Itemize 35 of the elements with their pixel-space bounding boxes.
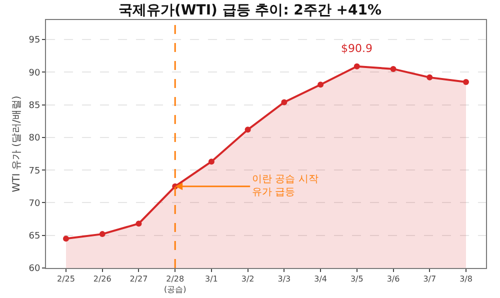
x-tick-label: 3/6: [386, 274, 400, 284]
y-axis-title: WTI 유가 (달러/배럴): [12, 96, 23, 192]
x-tick-label: 3/3: [278, 274, 291, 284]
y-tick-label: 65: [28, 232, 40, 242]
y-tick-label: 85: [28, 100, 40, 111]
point: [244, 126, 251, 133]
x-tick-label: 2/27: [130, 274, 148, 284]
data-label: $90.9: [341, 42, 372, 55]
point: [281, 99, 288, 106]
point: [208, 158, 214, 165]
annotation: 이란 공습 시작 유가 급등: [252, 174, 318, 198]
chart-title: 국제유가(WTI) 급등 추이: 2주간 +41%: [118, 2, 382, 18]
x-tick-label: 3/4: [314, 274, 327, 284]
y-tick-label: 60: [28, 264, 40, 274]
point: [63, 236, 69, 242]
point: [354, 63, 360, 70]
y-tick-label: 95: [28, 36, 40, 46]
point: [426, 74, 433, 80]
x-tick-label: 2/26: [93, 274, 112, 284]
x-tick-label: 3/7: [423, 274, 436, 284]
y-tick-label: 90: [28, 68, 40, 78]
point: [463, 79, 469, 85]
y-tick-label: 70: [28, 198, 40, 209]
x-tick-label: 3/5: [350, 274, 364, 284]
point: [318, 82, 324, 88]
point: [390, 66, 396, 72]
y-tick-label: 80: [28, 134, 40, 144]
x-tick-label: 3/2: [241, 274, 254, 284]
x-tick-label: 2/25: [57, 274, 75, 284]
x-tick-label: 3/1: [205, 274, 218, 284]
point: [99, 231, 106, 238]
y-tick-label: 75: [28, 166, 40, 176]
point: [136, 220, 142, 227]
x-tick-label: 2/28 (공습): [164, 274, 186, 294]
x-tick-label: 3/8: [460, 274, 472, 284]
